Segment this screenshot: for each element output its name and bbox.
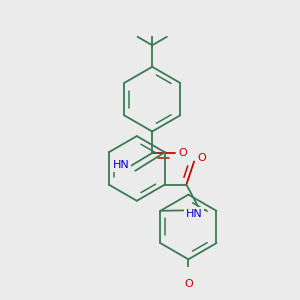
Text: O: O xyxy=(197,153,206,163)
Text: HN: HN xyxy=(113,160,130,170)
Text: O: O xyxy=(178,148,188,158)
Text: HN: HN xyxy=(186,209,202,219)
Text: O: O xyxy=(184,279,193,289)
